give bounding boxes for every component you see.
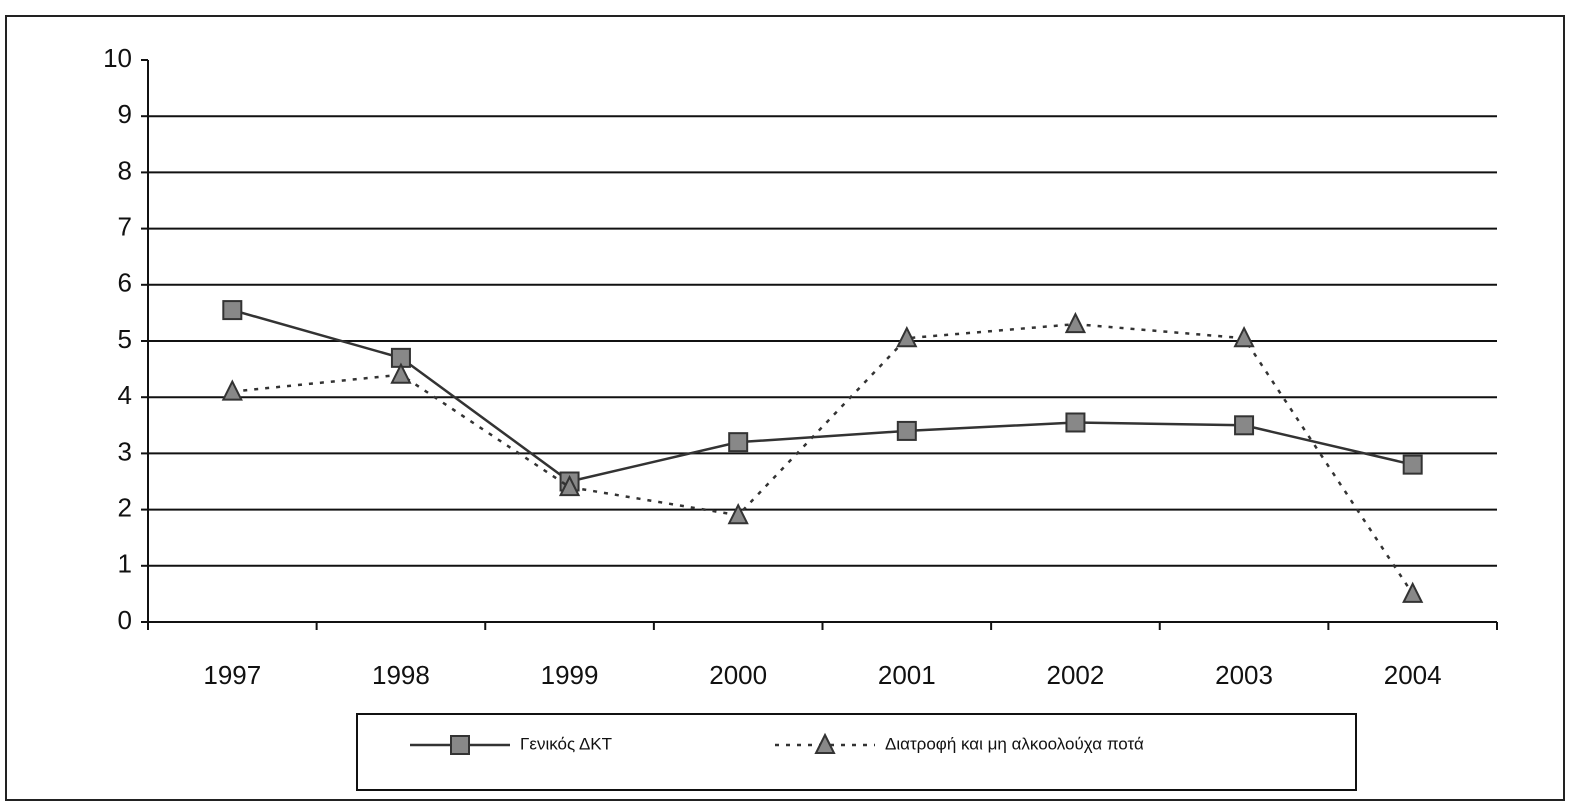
marker [1402, 581, 1424, 603]
y-tick-label: 0 [118, 605, 132, 635]
y-tick-label: 7 [118, 211, 132, 241]
marker [221, 379, 243, 401]
marker [1065, 412, 1086, 433]
marker [1234, 415, 1255, 436]
x-tick-label: 2001 [878, 660, 936, 690]
x-tick-label: 2003 [1215, 660, 1273, 690]
legend-label: Διατροφή και μη αλκοολούχα ποτά [885, 734, 1144, 753]
y-tick-label: 9 [118, 99, 132, 129]
legend: Γενικός ΔΚΤ Διατροφή και μη αλκοολούχα πο… [356, 713, 1357, 791]
y-tick-label: 4 [118, 380, 132, 410]
series-line [231, 308, 1413, 483]
marker [390, 362, 412, 384]
marker [727, 502, 749, 525]
x-tick-label: 1999 [541, 660, 599, 690]
marker [1233, 325, 1255, 348]
x-tick-label: 1998 [372, 660, 430, 690]
marker [1402, 454, 1423, 475]
y-tick-label: 8 [118, 155, 132, 185]
marker [896, 420, 917, 441]
marker [814, 732, 836, 754]
y-tick-label: 6 [118, 268, 132, 298]
x-tick-label: 2002 [1047, 660, 1105, 690]
x-tick-label: 1997 [203, 660, 261, 690]
chart-border [5, 15, 1565, 801]
y-tick-label: 5 [118, 324, 132, 354]
marker [450, 735, 470, 755]
marker [222, 300, 243, 321]
y-tick-label: 1 [118, 549, 132, 579]
legend-label: Γενικός ΔΚΤ [520, 734, 612, 753]
marker [558, 474, 581, 497]
y-tick-label: 10 [103, 43, 132, 73]
marker [896, 325, 918, 348]
y-tick-label: 3 [118, 436, 132, 466]
x-tick-label: 2000 [709, 660, 767, 690]
x-tick-label: 2004 [1384, 660, 1442, 690]
marker [728, 432, 749, 453]
legend-box [356, 713, 1357, 791]
y-tick-label: 2 [118, 492, 132, 522]
marker [1064, 311, 1087, 334]
